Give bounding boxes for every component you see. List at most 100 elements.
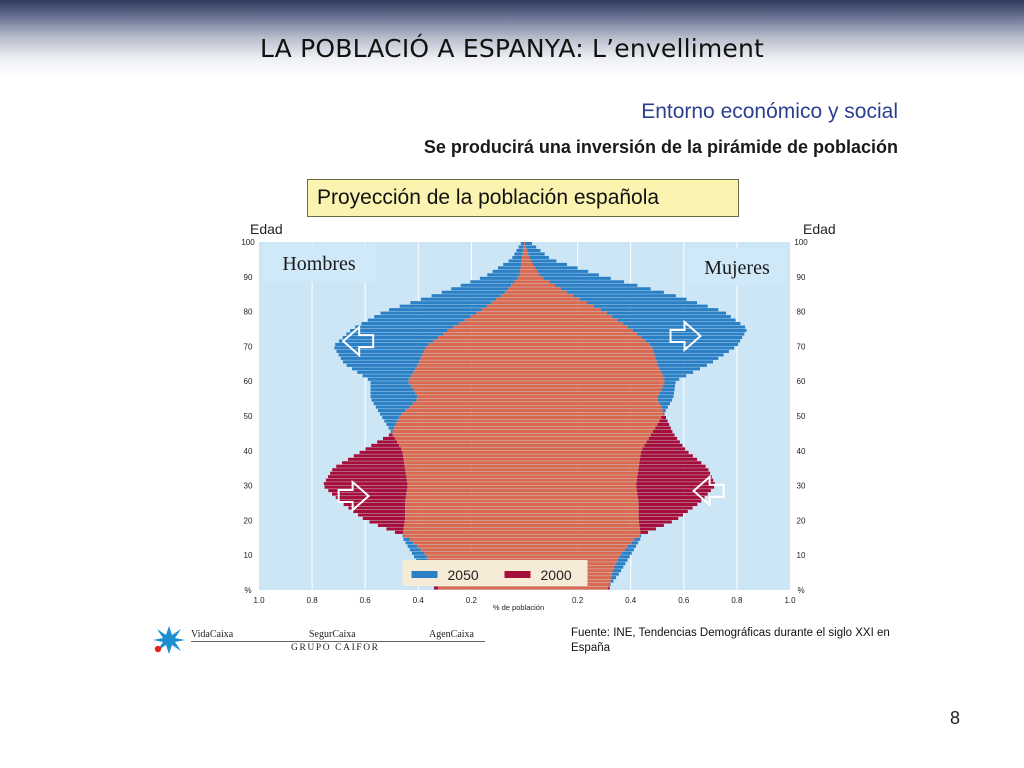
population-pyramid-chart: Edad Edad% % 10 10 20 20 30 30 40 40 50 50 60 60 70 70 80… (241, 221, 835, 612)
bar-2000-hombres (433, 586, 438, 590)
brand-divider (191, 641, 485, 642)
y-tick-label-right: 40 (797, 447, 806, 456)
bar-overlap-mujeres (524, 527, 640, 531)
bar-2050-hombres (403, 537, 410, 541)
bar-overlap-hombres (464, 318, 525, 322)
bar-2050-hombres (411, 551, 425, 555)
bar-overlap-mujeres (524, 489, 637, 493)
bar-2000-hombres (365, 447, 402, 451)
bar-2050-hombres (361, 322, 459, 326)
bar-2050-hombres (512, 255, 523, 259)
bar-overlap-hombres (409, 405, 525, 409)
bar-2050-hombres (487, 273, 520, 277)
bar-2050-mujeres (535, 266, 578, 270)
bar-overlap-mujeres (524, 412, 664, 416)
y-tick-label-left: 30 (244, 482, 253, 491)
bar-2050-hombres (441, 290, 505, 294)
bar-2050-mujeres (528, 252, 545, 256)
bar-2000-mujeres (637, 496, 705, 500)
bar-2000-hombres (332, 492, 407, 496)
bar-2000-mujeres (659, 419, 668, 423)
bar-2050-hombres (370, 388, 413, 392)
bar-overlap-hombres (406, 492, 525, 496)
bar-2050-mujeres (619, 555, 630, 559)
bar-2000-mujeres (653, 429, 673, 433)
bar-2050-hombres (386, 422, 396, 427)
bar-overlap-mujeres (524, 332, 638, 336)
left-axis-label: Edad (250, 221, 283, 237)
bar-overlap-mujeres (524, 506, 639, 510)
bar-2000-mujeres (641, 450, 689, 454)
bar-overlap-hombres (402, 450, 525, 454)
bar-overlap-hombres (522, 255, 525, 259)
bar-overlap-hombres (403, 454, 525, 458)
bar-2050-mujeres (631, 541, 639, 545)
bar-overlap-mujeres (524, 363, 659, 367)
bar-2050-hombres (388, 426, 395, 430)
bar-2000-mujeres (650, 433, 675, 437)
bar-overlap-hombres (481, 308, 525, 312)
bar-2000-hombres (325, 478, 407, 482)
bar-overlap-mujeres (524, 301, 587, 305)
bar-overlap-hombres (397, 419, 525, 423)
x-tick-label-left: 0.8 (307, 596, 319, 605)
bar-2000-mujeres (644, 443, 683, 447)
bar-overlap-mujeres (524, 353, 655, 357)
bar-2050-mujeres (606, 311, 727, 315)
bar-2050-mujeres (543, 276, 611, 280)
bar-2000-hombres (323, 482, 408, 486)
bar-overlap-mujeres (524, 586, 609, 590)
bar-2000-mujeres (638, 464, 706, 468)
bar-2000-mujeres (636, 478, 714, 482)
star-logo-icon (153, 626, 185, 654)
bar-overlap-mujeres (524, 255, 530, 259)
side-label-mujeres: Mujeres (704, 257, 770, 279)
bar-overlap-hombres (403, 530, 525, 534)
bar-overlap-mujeres (524, 534, 640, 538)
bar-overlap-mujeres (524, 360, 657, 364)
arrow-left-icon (692, 474, 725, 508)
bar-overlap-mujeres (524, 496, 638, 500)
bar-overlap-mujeres (524, 384, 663, 388)
bar-overlap-mujeres (524, 252, 529, 256)
bar-2050-mujeres (628, 544, 637, 548)
bar-overlap-hombres (416, 544, 525, 548)
bar-2000-hombres (336, 464, 405, 468)
bar-overlap-mujeres (524, 273, 540, 277)
bar-2000-mujeres (640, 454, 693, 458)
bar-2050-hombres (405, 541, 414, 545)
bar-overlap-mujeres (524, 248, 528, 253)
bar-overlap-mujeres (524, 322, 623, 326)
bar-overlap-hombres (496, 297, 525, 301)
bar-2000-hombres (342, 461, 405, 465)
bar-overlap-hombres (399, 443, 525, 447)
bar-2050-mujeres (664, 377, 680, 381)
side-label-box-mujeres (687, 248, 787, 286)
chart-title-box: Proyección de la población española (307, 179, 739, 217)
y-tick-label-left: 80 (244, 308, 253, 317)
bar-overlap-hombres (404, 520, 525, 524)
bar-2000-mujeres (638, 503, 698, 507)
bar-2000-hombres (377, 523, 405, 527)
page-number: 8 (950, 708, 961, 728)
bar-2050-mujeres (525, 242, 532, 246)
bar-overlap-hombres (423, 349, 525, 353)
bar-2050-mujeres (662, 374, 687, 378)
bar-2050-hombres (389, 308, 482, 312)
bar-2050-hombres (407, 544, 417, 548)
bar-overlap-hombres (410, 384, 525, 388)
bar-overlap-hombres (520, 266, 525, 270)
bar-overlap-mujeres (524, 335, 642, 340)
y-tick-label-right: 50 (797, 412, 806, 421)
bar-overlap-hombres (403, 534, 525, 538)
bar-2000-hombres (347, 457, 404, 461)
bar-overlap-hombres (521, 262, 525, 266)
bar-overlap-mujeres (524, 548, 625, 552)
y-tick-label-right: 70 (797, 342, 806, 351)
bar-2050-mujeres (617, 318, 736, 322)
bar-2050-mujeres (655, 356, 719, 360)
bar-overlap-mujeres (524, 311, 607, 315)
bar-overlap-mujeres (524, 297, 580, 301)
y-tick-label-left: 40 (244, 447, 253, 456)
bar-2050-hombres (508, 259, 522, 263)
